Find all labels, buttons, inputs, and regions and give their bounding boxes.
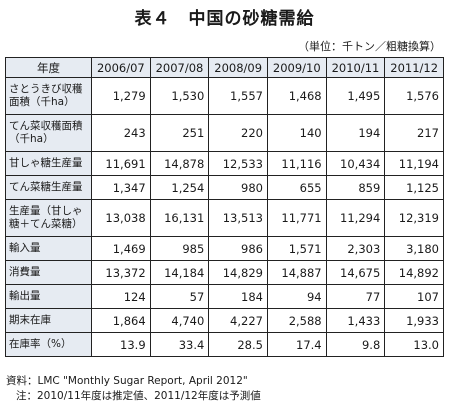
table-cell: 16,131 xyxy=(149,199,210,237)
table-cell: 13.9 xyxy=(91,332,151,357)
footnote: 注：2010/11年度は推定値、2011/12年度は予測値 xyxy=(16,390,261,402)
table-cell: 655 xyxy=(266,175,327,200)
table-cell: 251 xyxy=(149,114,210,152)
table-cell: 1,530 xyxy=(149,77,210,115)
table-cell: 1,576 xyxy=(384,77,444,115)
table-row: 輸入量 1,469 985 986 1,571 2,303 3,180 xyxy=(5,236,444,261)
corner-header: 年度 xyxy=(5,57,92,78)
table-row: 甘しゃ糖生産量 11,691 14,878 12,533 11,116 10,434 11,… xyxy=(5,151,444,176)
unit-label: （単位：千トン／粗糖換算） xyxy=(298,40,441,53)
row-label: 在庫率（%） xyxy=(5,332,92,357)
row-label: 輸出量 xyxy=(5,284,92,309)
row-label: 輸入量 xyxy=(5,236,92,261)
table-cell: 94 xyxy=(266,284,327,309)
table-cell: 57 xyxy=(149,284,210,309)
row-label: 生産量（甘しゃ糖＋てん菜糖） xyxy=(5,199,92,237)
table-cell: 1,864 xyxy=(91,308,151,333)
year-header: 2011/12 xyxy=(384,57,444,78)
table-cell: 184 xyxy=(208,284,268,309)
row-label: てん菜収穫面積（千ha） xyxy=(5,114,92,152)
table-cell: 107 xyxy=(384,284,444,309)
table-cell: 2,303 xyxy=(325,236,386,261)
table-cell: 14,184 xyxy=(149,260,210,285)
table-cell: 14,878 xyxy=(149,151,210,176)
table-cell: 33.4 xyxy=(149,332,210,357)
table-cell: 11,116 xyxy=(266,151,327,176)
table-cell: 14,829 xyxy=(208,260,268,285)
table-row: 在庫率（%） 13.9 33.4 28.5 17.4 9.8 13.0 xyxy=(5,332,444,357)
table-cell: 1,279 xyxy=(91,77,151,115)
table-cell: 1,933 xyxy=(384,308,444,333)
table-cell: 1,571 xyxy=(266,236,327,261)
table-cell: 14,887 xyxy=(266,260,327,285)
row-label: 甘しゃ糖生産量 xyxy=(5,151,92,176)
table-cell: 28.5 xyxy=(208,332,268,357)
table-cell: 4,227 xyxy=(208,308,268,333)
row-label: さとうきび収穫面積（千ha） xyxy=(5,77,92,115)
table-cell: 3,180 xyxy=(384,236,444,261)
table-cell: 140 xyxy=(266,114,327,152)
sugar-supply-demand-table: 年度 2006/07 2007/08 2008/09 2009/10 2010/… xyxy=(5,57,444,357)
notes: 資料：LMC "Monthly Sugar Report, April 2012… xyxy=(6,374,261,404)
table-cell: 11,691 xyxy=(91,151,151,176)
table-cell: 1,495 xyxy=(325,77,386,115)
year-header: 2010/11 xyxy=(325,57,386,78)
table-cell: 194 xyxy=(325,114,386,152)
table-cell: 1,125 xyxy=(384,175,444,200)
page-title: 表４ 中国の砂糖需給 xyxy=(134,9,315,29)
table-cell: 12,533 xyxy=(208,151,268,176)
table-cell: 4,740 xyxy=(149,308,210,333)
table-cell: 14,675 xyxy=(325,260,386,285)
table-cell: 10,434 xyxy=(325,151,386,176)
table-cell: 124 xyxy=(91,284,151,309)
table-cell: 1,347 xyxy=(91,175,151,200)
table-cell: 13,372 xyxy=(91,260,151,285)
table-row: てん菜糖生産量 1,347 1,254 980 655 859 1,125 xyxy=(5,175,444,200)
table-cell: 1,433 xyxy=(325,308,386,333)
table-cell: 17.4 xyxy=(266,332,327,357)
table-row: 期末在庫 1,864 4,740 4,227 2,588 1,433 1,933 xyxy=(5,308,444,333)
table-cell: 1,557 xyxy=(208,77,268,115)
row-label: てん菜糖生産量 xyxy=(5,175,92,200)
table-cell: 13.0 xyxy=(384,332,444,357)
year-header: 2008/09 xyxy=(208,57,268,78)
table-cell: 217 xyxy=(384,114,444,152)
table-cell: 1,468 xyxy=(266,77,327,115)
row-label: 期末在庫 xyxy=(5,308,92,333)
table-cell: 859 xyxy=(325,175,386,200)
table-cell: 77 xyxy=(325,284,386,309)
table-header-row: 年度 2006/07 2007/08 2008/09 2009/10 2010/… xyxy=(5,57,444,78)
table-row: 消費量 13,372 14,184 14,829 14,887 14,675 14,892 xyxy=(5,260,444,285)
table-cell: 13,513 xyxy=(208,199,268,237)
table-row: 生産量（甘しゃ糖＋てん菜糖） 13,038 16,131 13,513 11,771 11… xyxy=(5,199,444,237)
table-row: さとうきび収穫面積（千ha） 1,279 1,530 1,557 1,468 1,495 1… xyxy=(5,77,444,115)
year-header: 2009/10 xyxy=(266,57,327,78)
year-header: 2006/07 xyxy=(91,57,151,78)
table-cell: 9.8 xyxy=(325,332,386,357)
table-cell: 14,892 xyxy=(384,260,444,285)
table-cell: 13,038 xyxy=(91,199,151,237)
table-cell: 11,194 xyxy=(384,151,444,176)
table-cell: 1,469 xyxy=(91,236,151,261)
source-note: 資料：LMC "Monthly Sugar Report, April 2012… xyxy=(6,375,248,387)
row-label: 消費量 xyxy=(5,260,92,285)
table-cell: 2,588 xyxy=(266,308,327,333)
table-cell: 980 xyxy=(208,175,268,200)
table-cell: 986 xyxy=(208,236,268,261)
table-row: 輸出量 124 57 184 94 77 107 xyxy=(5,284,444,309)
table-cell: 11,294 xyxy=(325,199,386,237)
table-cell: 985 xyxy=(149,236,210,261)
table-cell: 12,319 xyxy=(384,199,444,237)
table-cell: 220 xyxy=(208,114,268,152)
table-cell: 1,254 xyxy=(149,175,210,200)
table-row: てん菜収穫面積（千ha） 243 251 220 140 194 217 xyxy=(5,114,444,152)
table-cell: 243 xyxy=(91,114,151,152)
table-cell: 11,771 xyxy=(266,199,327,237)
year-header: 2007/08 xyxy=(149,57,210,78)
